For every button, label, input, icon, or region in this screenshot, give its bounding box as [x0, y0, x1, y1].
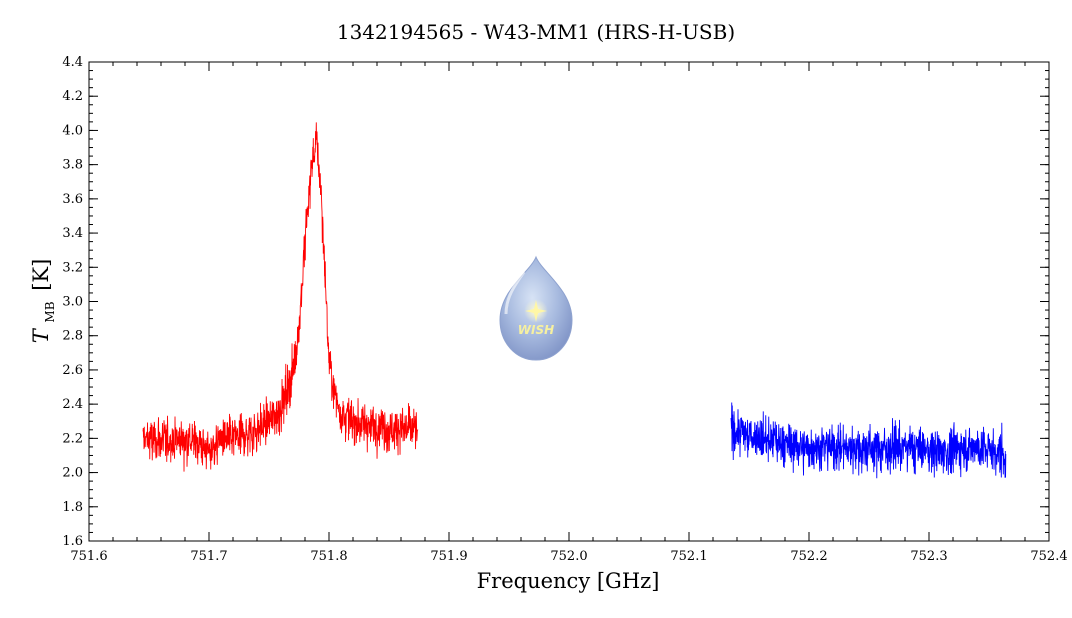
y-tick-label: 1.6: [62, 534, 83, 549]
y-tick-label: 3.4: [62, 226, 83, 241]
y-axis-label-sub: MB: [43, 301, 57, 322]
y-tick-label: 3.8: [62, 158, 83, 173]
star-icon: [525, 300, 547, 322]
x-tick-label: 752.2: [790, 549, 827, 564]
y-tick-label: 2.2: [62, 431, 83, 446]
y-axis-label-main: T: [29, 327, 53, 343]
y-tick-label: 4.0: [62, 123, 83, 138]
x-tick-label: 752.1: [670, 549, 707, 564]
y-tick-label: 1.8: [62, 500, 83, 515]
ticks-layer: 751.6 751.7 751.8 751.9 752.0 752.1 752.2 752.3…: [62, 55, 1067, 564]
x-tick-label: 752.4: [1030, 549, 1067, 564]
chart-title: 1342194565 - W43-MM1 (HRS-H-USB): [337, 20, 735, 44]
y-tick-label: 4.2: [62, 89, 83, 104]
y-tick-label: 3.2: [62, 260, 83, 275]
y-tick-label: 2.8: [62, 329, 83, 344]
logo-text: WISH: [518, 323, 554, 337]
y-tick-label: 3.0: [62, 295, 83, 310]
y-tick-label: 2.6: [62, 363, 83, 378]
series-red-line: [142, 122, 419, 472]
y-tick-label: 4.4: [62, 55, 83, 70]
y-tick-label: 3.6: [62, 192, 83, 207]
x-tick-label: 752.3: [910, 549, 947, 564]
series-layer: [142, 122, 1007, 479]
series-blue-line: [730, 402, 1007, 479]
x-tick-label: 751.8: [310, 549, 347, 564]
wish-logo: WISH: [499, 255, 573, 361]
y-axis-label: T MB [K]: [29, 259, 59, 344]
y-tick-label: 2.4: [62, 397, 83, 412]
x-tick-label: 751.6: [70, 549, 107, 564]
x-tick-label: 752.0: [550, 549, 587, 564]
y-axis-label-unit: [K]: [29, 259, 53, 291]
y-tick-label: 2.0: [62, 466, 83, 481]
svg-text:T MB [K]: T MB [K]: [29, 259, 59, 344]
x-tick-label: 751.7: [190, 549, 227, 564]
x-tick-label: 751.9: [430, 549, 467, 564]
plot-frame: [88, 61, 1050, 542]
x-axis-label: Frequency [GHz]: [477, 569, 660, 593]
